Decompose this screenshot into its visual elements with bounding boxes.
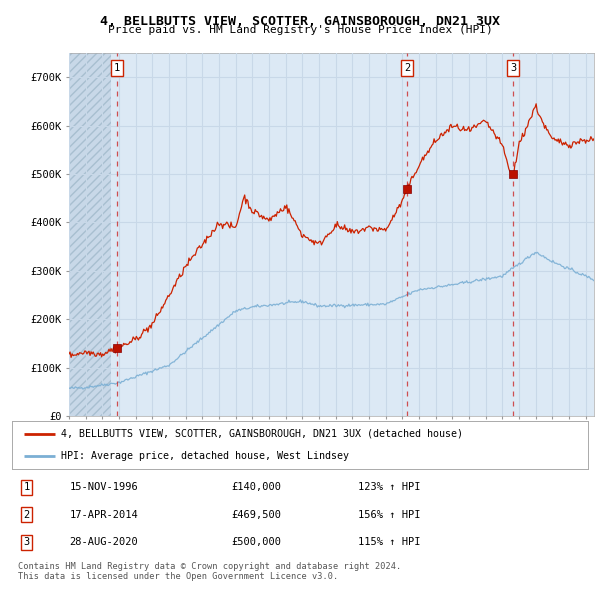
Text: 28-AUG-2020: 28-AUG-2020 (70, 537, 139, 547)
Text: £140,000: £140,000 (231, 483, 281, 493)
Text: 156% ↑ HPI: 156% ↑ HPI (358, 510, 420, 520)
Text: £500,000: £500,000 (231, 537, 281, 547)
Text: 1: 1 (114, 63, 120, 73)
Text: 4, BELLBUTTS VIEW, SCOTTER, GAINSBOROUGH, DN21 3UX (detached house): 4, BELLBUTTS VIEW, SCOTTER, GAINSBOROUGH… (61, 429, 463, 439)
Text: 2: 2 (404, 63, 410, 73)
Text: £469,500: £469,500 (231, 510, 281, 520)
Text: 4, BELLBUTTS VIEW, SCOTTER, GAINSBOROUGH, DN21 3UX: 4, BELLBUTTS VIEW, SCOTTER, GAINSBOROUGH… (100, 15, 500, 28)
Text: 115% ↑ HPI: 115% ↑ HPI (358, 537, 420, 547)
Text: HPI: Average price, detached house, West Lindsey: HPI: Average price, detached house, West… (61, 451, 349, 461)
Text: 17-APR-2014: 17-APR-2014 (70, 510, 139, 520)
Bar (69, 48, 110, 416)
Text: 123% ↑ HPI: 123% ↑ HPI (358, 483, 420, 493)
Text: 1: 1 (23, 483, 29, 493)
Text: 3: 3 (23, 537, 29, 547)
Text: 15-NOV-1996: 15-NOV-1996 (70, 483, 139, 493)
Text: 2: 2 (23, 510, 29, 520)
Text: Price paid vs. HM Land Registry's House Price Index (HPI): Price paid vs. HM Land Registry's House … (107, 25, 493, 35)
Text: 3: 3 (510, 63, 517, 73)
Text: Contains HM Land Registry data © Crown copyright and database right 2024.
This d: Contains HM Land Registry data © Crown c… (18, 562, 401, 581)
